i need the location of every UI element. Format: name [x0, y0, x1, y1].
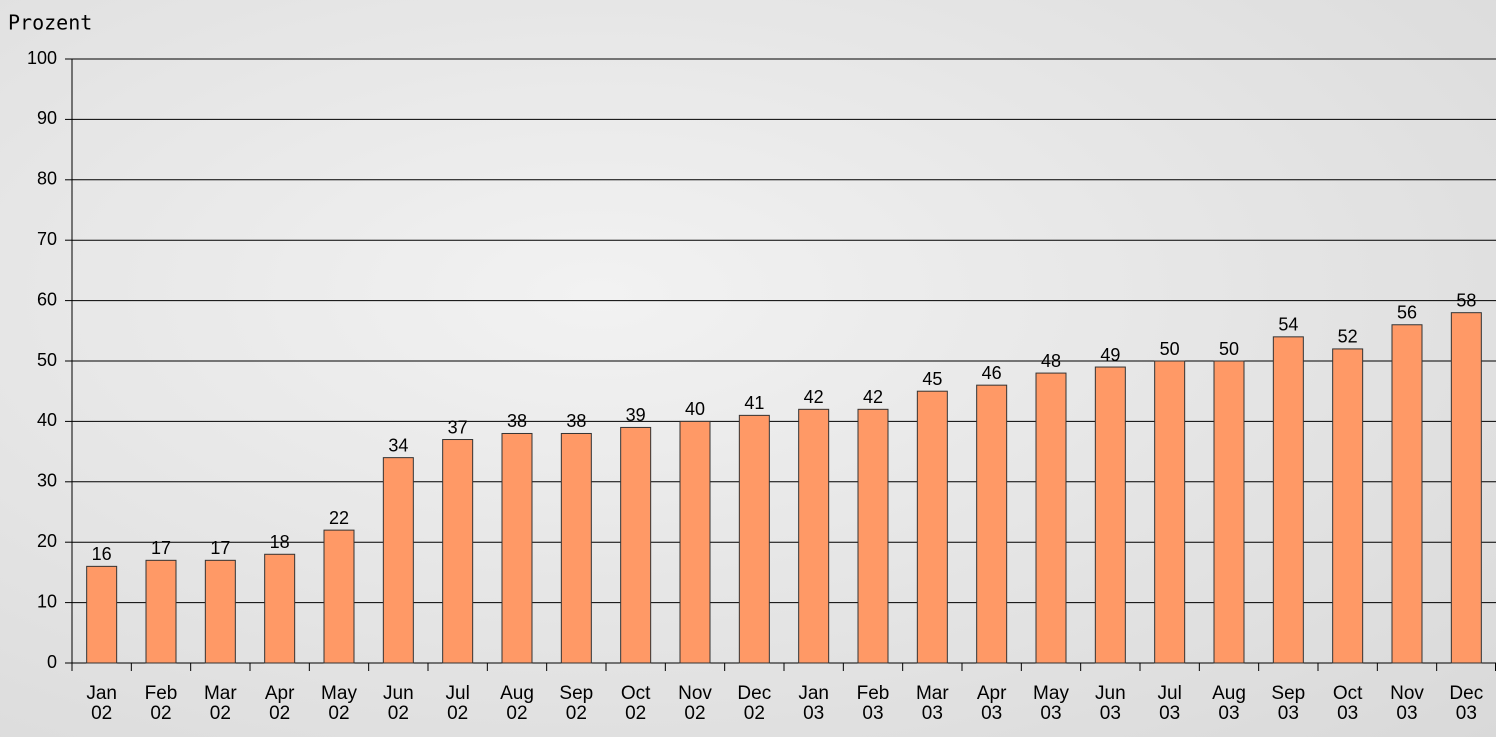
- value-label: 34: [388, 435, 408, 455]
- bar: [1332, 348, 1364, 664]
- x-tick-label: Apr 03: [976, 683, 1007, 724]
- x-tick-label: Mar 02: [203, 683, 237, 724]
- x-tick-label: Jun 03: [1095, 683, 1126, 724]
- bar: [145, 559, 177, 664]
- bar: [1035, 372, 1067, 664]
- bar: [382, 457, 414, 664]
- bar: [1213, 360, 1245, 664]
- bar: [1154, 360, 1186, 664]
- value-label: 38: [507, 411, 527, 431]
- bar: [738, 414, 770, 664]
- x-tick-label: Jun 02: [383, 683, 414, 724]
- x-tick-label: Aug 03: [1212, 683, 1246, 724]
- y-tick-label: 70: [37, 229, 57, 249]
- y-tick-label: 0: [47, 652, 57, 672]
- y-tick-label: 90: [37, 108, 57, 128]
- bar: [501, 432, 533, 664]
- x-tick-label: Nov 02: [678, 683, 712, 724]
- bar: [1450, 312, 1482, 664]
- x-tick-label: Mar 03: [915, 683, 949, 724]
- y-tick-label: 10: [37, 591, 57, 611]
- bar: [916, 390, 948, 664]
- x-tick-label: Dec 03: [1449, 683, 1484, 724]
- y-tick-label: 30: [37, 471, 57, 491]
- value-label: 46: [982, 363, 1002, 383]
- bar: [976, 384, 1008, 664]
- x-tick-label: Apr 02: [264, 683, 295, 724]
- bar: [1272, 336, 1304, 664]
- chart-title: Prozent: [8, 11, 92, 35]
- bar: [1391, 324, 1423, 664]
- bar: [620, 426, 652, 664]
- y-tick-label: 50: [37, 350, 57, 370]
- bar: [323, 529, 355, 664]
- y-tick-label: 60: [37, 289, 57, 309]
- value-label: 39: [626, 405, 646, 425]
- value-label: 18: [270, 532, 290, 552]
- value-label: 52: [1338, 327, 1358, 347]
- x-tick-label: Aug 02: [500, 683, 534, 724]
- bar: [264, 553, 296, 664]
- value-label: 56: [1397, 303, 1417, 323]
- value-label: 50: [1160, 339, 1180, 359]
- y-tick-label: 80: [37, 169, 57, 189]
- value-label: 16: [92, 544, 112, 564]
- x-tick-label: Feb 02: [144, 683, 178, 724]
- value-label: 54: [1278, 315, 1298, 335]
- value-label: 17: [151, 538, 171, 558]
- x-tick-label: Jul 02: [445, 683, 470, 724]
- value-label: 42: [863, 387, 883, 407]
- value-label: 50: [1219, 339, 1239, 359]
- value-label: 41: [744, 393, 764, 413]
- y-tick-label: 20: [37, 531, 57, 551]
- x-tick-label: Feb 03: [856, 683, 890, 724]
- x-tick-label: Oct 03: [1332, 683, 1363, 724]
- bar: [1094, 366, 1126, 664]
- y-tick-label: 40: [37, 410, 57, 430]
- value-label: 58: [1456, 290, 1476, 310]
- value-label: 22: [329, 508, 349, 528]
- y-tick-label: 100: [27, 48, 57, 68]
- value-label: 17: [210, 538, 230, 558]
- value-label: 48: [1041, 351, 1061, 371]
- bar: [442, 439, 474, 664]
- value-label: 42: [804, 387, 824, 407]
- bar: [204, 559, 236, 664]
- x-tick-label: May 03: [1033, 683, 1069, 724]
- bar: [560, 432, 592, 664]
- x-tick-label: Jan 03: [798, 683, 829, 724]
- x-tick-label: Sep 02: [559, 683, 594, 724]
- bar: [857, 408, 889, 664]
- bar: [798, 408, 830, 664]
- x-tick-label: Sep 03: [1271, 683, 1306, 724]
- x-tick-label: Dec 02: [737, 683, 772, 724]
- value-label: 37: [448, 417, 468, 437]
- value-label: 45: [922, 369, 942, 389]
- bar: [86, 565, 118, 664]
- value-label: 40: [685, 399, 705, 419]
- x-tick-label: Jan 02: [86, 683, 117, 724]
- value-label: 49: [1100, 345, 1120, 365]
- bar: [679, 420, 711, 664]
- x-tick-label: May 02: [321, 683, 357, 724]
- x-tick-label: Nov 03: [1390, 683, 1424, 724]
- x-tick-label: Oct 02: [620, 683, 651, 724]
- value-label: 38: [566, 411, 586, 431]
- x-tick-label: Jul 03: [1157, 683, 1182, 724]
